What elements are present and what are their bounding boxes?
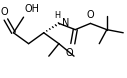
Text: O: O <box>1 7 9 17</box>
Text: H: H <box>55 11 61 20</box>
Text: O: O <box>66 48 73 58</box>
Text: O: O <box>87 10 94 20</box>
Text: OH: OH <box>25 4 40 14</box>
Text: N: N <box>62 18 69 28</box>
